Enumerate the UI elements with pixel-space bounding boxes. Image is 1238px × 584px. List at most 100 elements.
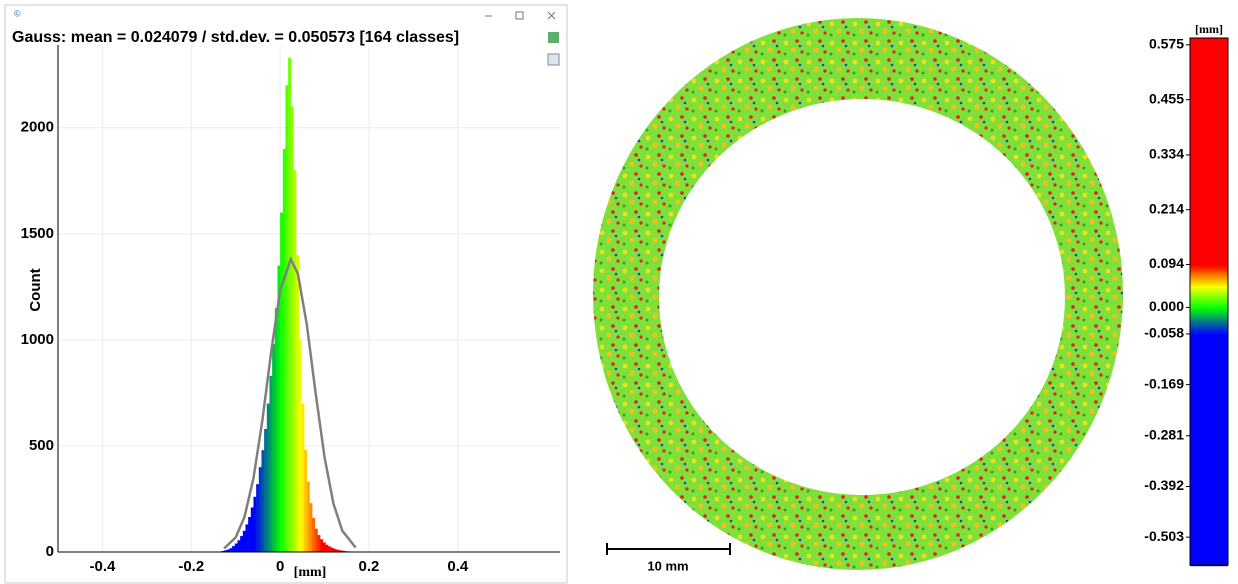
- histogram-bar: [235, 544, 238, 552]
- color-scale-band: [1190, 104, 1228, 106]
- color-scale-band: [1190, 86, 1228, 88]
- color-scale-band: [1190, 372, 1228, 374]
- color-scale-band: [1190, 534, 1228, 536]
- histogram-bar: [259, 467, 262, 552]
- color-scale-band: [1190, 458, 1228, 460]
- color-scale-band: [1190, 198, 1228, 200]
- color-scale-band: [1190, 308, 1228, 310]
- color-scale-band: [1190, 182, 1228, 184]
- color-scale-band: [1190, 222, 1228, 224]
- color-scale-band: [1190, 344, 1228, 346]
- color-scale-band: [1190, 230, 1228, 232]
- x-tick-label: -0.4: [89, 558, 116, 575]
- color-scale-band: [1190, 258, 1228, 260]
- color-scale-band: [1190, 332, 1228, 334]
- color-scale-band: [1190, 450, 1228, 452]
- color-scale-band: [1190, 176, 1228, 178]
- histogram-bar: [312, 518, 315, 552]
- color-scale-band: [1190, 128, 1228, 130]
- color-scale-band: [1190, 208, 1228, 210]
- histogram-bar: [256, 484, 259, 552]
- color-scale-band: [1190, 100, 1228, 102]
- color-scale-band: [1190, 136, 1228, 138]
- color-scale-band: [1190, 166, 1228, 168]
- histogram-bar: [269, 376, 272, 552]
- color-scale-band: [1190, 260, 1228, 262]
- y-tick-label: 0: [46, 543, 54, 560]
- color-scale-unit: [mm]: [1195, 22, 1223, 36]
- color-scale-band: [1190, 238, 1228, 240]
- color-scale-band: [1190, 512, 1228, 514]
- color-scale-band: [1190, 362, 1228, 364]
- color-scale-band: [1190, 228, 1228, 230]
- color-scale-band: [1190, 394, 1228, 396]
- color-scale-band: [1190, 436, 1228, 438]
- y-axis-label: Count: [27, 268, 44, 311]
- export-icon[interactable]: [548, 32, 559, 43]
- color-scale-label: 0.455: [1149, 90, 1184, 106]
- color-scale-band: [1190, 396, 1228, 398]
- color-scale-band: [1190, 412, 1228, 414]
- color-scale-band: [1190, 158, 1228, 160]
- x-tick-label: -0.2: [178, 558, 204, 575]
- histogram-bar: [253, 497, 256, 552]
- color-scale-band: [1190, 368, 1228, 370]
- color-scale-band: [1190, 516, 1228, 518]
- color-scale-band: [1190, 366, 1228, 368]
- color-scale-band: [1190, 270, 1228, 272]
- color-scale-band: [1190, 160, 1228, 162]
- color-scale-band: [1190, 422, 1228, 424]
- color-scale-band: [1190, 528, 1228, 530]
- color-scale-band: [1190, 264, 1228, 266]
- chart-title: Gauss: mean = 0.024079 / std.dev. = 0.05…: [12, 29, 459, 46]
- color-scale-band: [1190, 112, 1228, 114]
- color-scale-band: [1190, 356, 1228, 358]
- color-scale-band: [1190, 352, 1228, 354]
- color-scale-band: [1190, 390, 1228, 392]
- color-scale-band: [1190, 560, 1228, 562]
- color-scale-band: [1190, 408, 1228, 410]
- color-scale-band: [1190, 326, 1228, 328]
- color-scale-band: [1190, 174, 1228, 176]
- color-scale-band: [1190, 444, 1228, 446]
- color-scale-band: [1190, 246, 1228, 248]
- color-scale-band: [1190, 242, 1228, 244]
- color-scale-band: [1190, 138, 1228, 140]
- color-scale-band: [1190, 196, 1228, 198]
- color-scale-band: [1190, 74, 1228, 76]
- color-scale-band: [1190, 142, 1228, 144]
- app-icon: ©: [14, 8, 21, 18]
- color-scale-band: [1190, 304, 1228, 306]
- color-scale-band: [1190, 110, 1228, 112]
- color-scale-band: [1190, 98, 1228, 100]
- color-scale-band: [1190, 526, 1228, 528]
- color-scale-band: [1190, 424, 1228, 426]
- color-scale-band: [1190, 150, 1228, 152]
- color-scale-band: [1190, 538, 1228, 540]
- histogram-bar: [323, 542, 326, 552]
- histogram-bar: [272, 344, 275, 552]
- color-scale-band: [1190, 482, 1228, 484]
- color-scale-band: [1190, 218, 1228, 220]
- histogram-bar: [304, 450, 307, 552]
- color-scale-band: [1190, 446, 1228, 448]
- histogram-bar: [307, 482, 310, 552]
- color-scale-band: [1190, 380, 1228, 382]
- color-scale-band: [1190, 562, 1228, 564]
- color-scale-band: [1190, 346, 1228, 348]
- color-scale-band: [1190, 536, 1228, 538]
- color-scale-band: [1190, 244, 1228, 246]
- color-scale-band: [1190, 88, 1228, 90]
- color-scale-band: [1190, 522, 1228, 524]
- color-scale-band: [1190, 478, 1228, 480]
- y-tick-label: 1000: [21, 331, 54, 348]
- color-scale-band: [1190, 298, 1228, 300]
- color-scale-band: [1190, 472, 1228, 474]
- color-scale-band: [1190, 448, 1228, 450]
- color-scale-band: [1190, 378, 1228, 380]
- color-scale-band: [1190, 552, 1228, 554]
- tool-icon[interactable]: [548, 54, 559, 65]
- color-scale-band: [1190, 364, 1228, 366]
- color-scale-band: [1190, 220, 1228, 222]
